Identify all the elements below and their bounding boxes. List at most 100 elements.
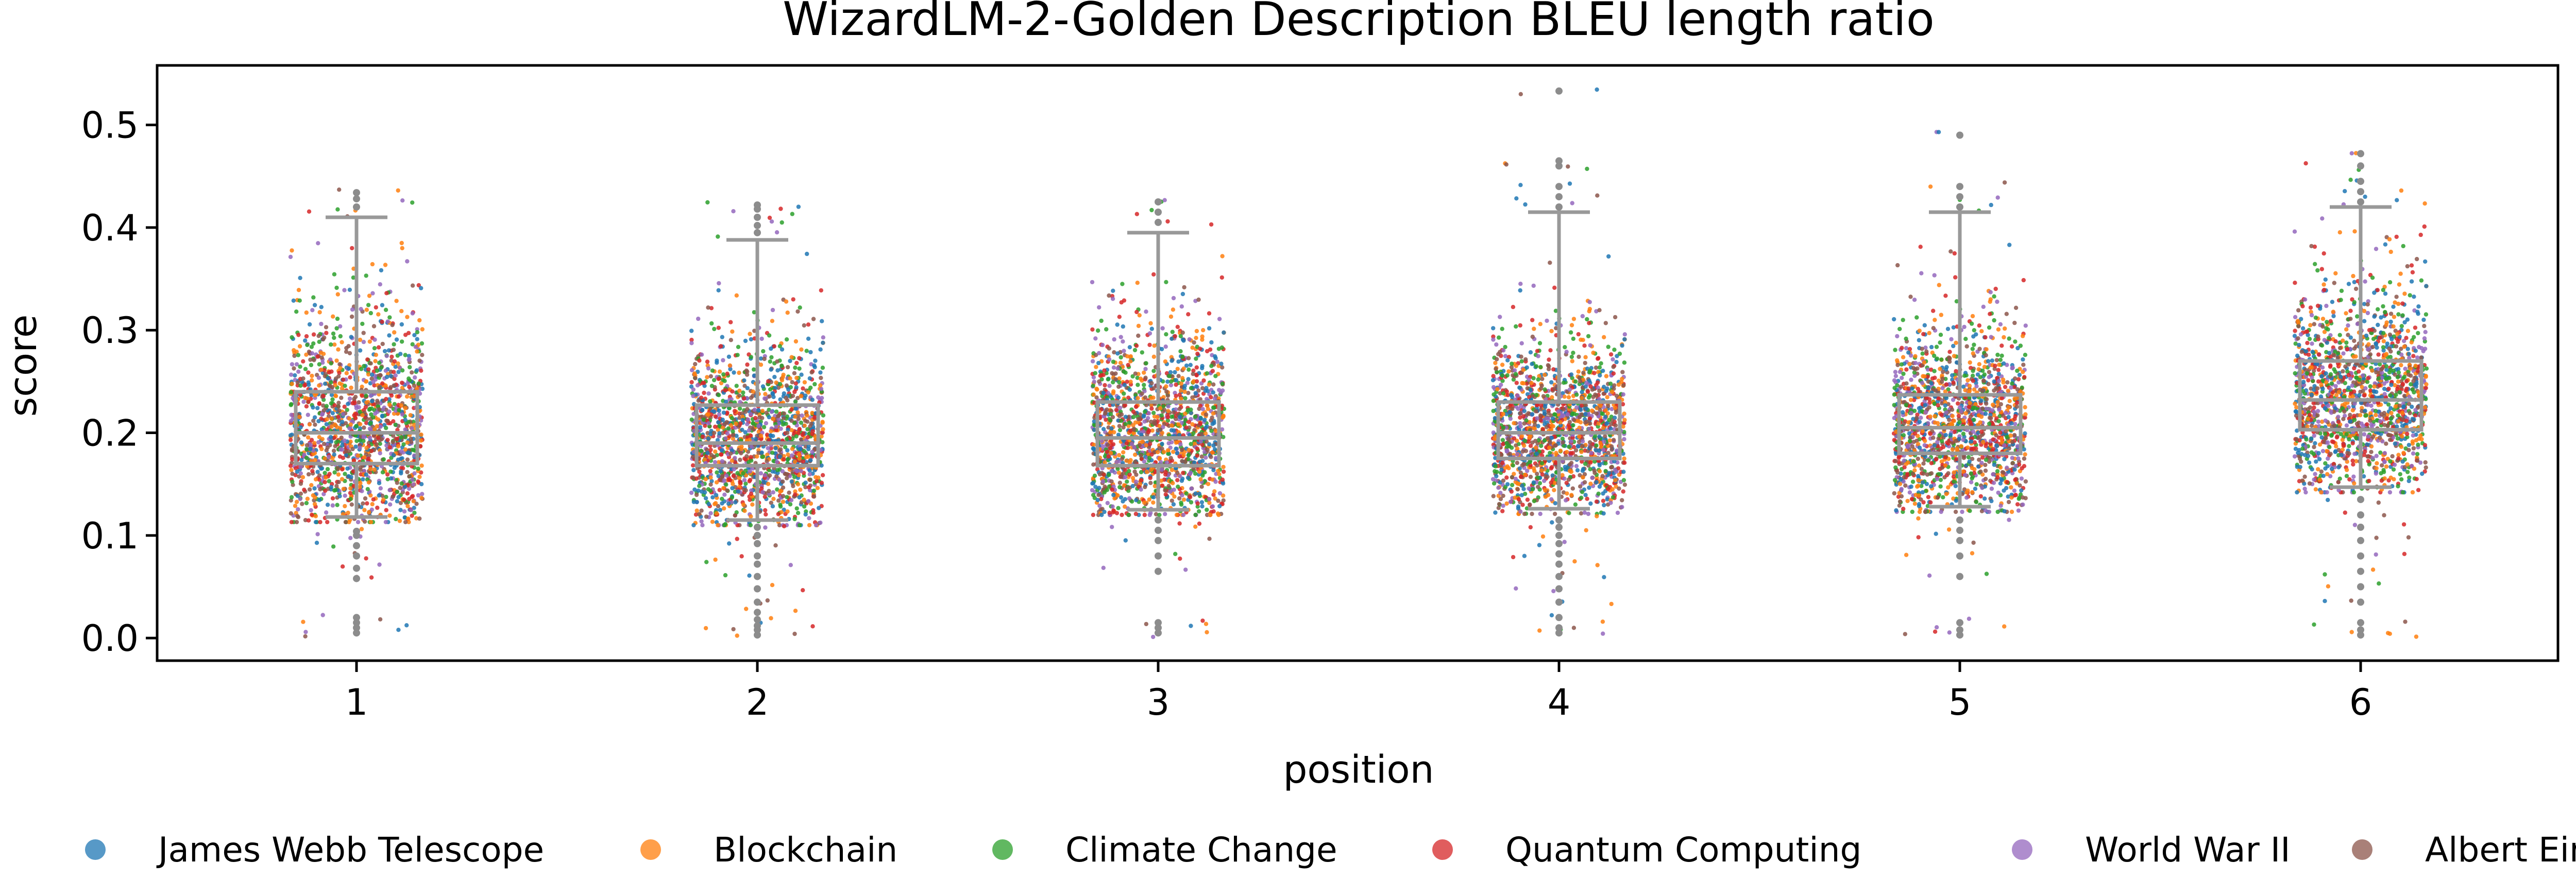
scatter-point [378, 441, 382, 446]
scatter-point [1176, 374, 1181, 378]
scatter-point [329, 424, 334, 429]
scatter-point [805, 427, 810, 432]
scatter-point [336, 415, 341, 419]
scatter-point [316, 419, 321, 424]
scatter-point [311, 493, 315, 498]
scatter-point [788, 563, 793, 567]
scatter-point [814, 523, 819, 528]
scatter-point [703, 496, 708, 501]
scatter-point [350, 307, 355, 312]
scatter-point [1216, 498, 1221, 503]
scatter-point [712, 430, 717, 435]
scatter-point [344, 349, 349, 354]
scatter-point [1166, 448, 1171, 453]
scatter-point [781, 485, 786, 490]
scatter-point [289, 511, 293, 516]
scatter-point [329, 361, 333, 366]
scatter-point [1204, 412, 1209, 417]
scatter-point [1162, 407, 1167, 412]
scatter-point [1504, 501, 1509, 506]
scatter-point [819, 480, 824, 485]
scatter-point [1219, 361, 1224, 366]
scatter-point [1538, 511, 1543, 516]
scatter-point [334, 326, 339, 331]
scatter-point [716, 234, 720, 239]
scatter-point [399, 381, 404, 385]
scatter-point [347, 426, 352, 430]
scatter-point [1136, 417, 1141, 422]
scatter-point [779, 347, 785, 352]
scatter-point [288, 254, 293, 260]
scatter-point [723, 388, 727, 393]
scatter-point [354, 406, 359, 410]
scatter-point [741, 396, 747, 401]
scatter-point [1193, 524, 1198, 529]
scatter-point [325, 503, 330, 507]
scatter-point [1198, 416, 1203, 421]
scatter-point [1157, 446, 1162, 451]
scatter-point [297, 298, 302, 303]
scatter-point [411, 447, 416, 452]
scatter-point [718, 469, 723, 474]
scatter-point [735, 633, 739, 638]
scatter-point [795, 309, 800, 314]
scatter-point [408, 365, 412, 370]
scatter-point [1206, 481, 1211, 487]
scatter-point [1114, 408, 1118, 412]
scatter-point [419, 341, 425, 346]
scatter-point [289, 412, 294, 417]
scatter-point [1186, 312, 1191, 317]
scatter-point [1186, 356, 1191, 360]
scatter-point [1209, 364, 1214, 368]
scatter-point [395, 499, 400, 504]
scatter-point [690, 463, 696, 468]
scatter-point [782, 457, 786, 462]
scatter-point [1172, 428, 1176, 433]
scatter-point [1620, 505, 1624, 509]
scatter-point [771, 417, 775, 421]
scatter-point [767, 415, 772, 420]
scatter-point [340, 443, 345, 448]
scatter-point [327, 479, 331, 484]
scatter-point [1213, 479, 1218, 484]
scatter-point [799, 347, 804, 352]
scatter-point [391, 440, 395, 444]
scatter-point [1097, 351, 1101, 355]
scatter-point [705, 375, 709, 379]
scatter-point [291, 298, 296, 303]
scatter-point [349, 314, 354, 319]
scatter-point [1537, 341, 1543, 346]
scatter-point [363, 405, 368, 409]
scatter-point [289, 403, 293, 407]
scatter-point [735, 471, 740, 475]
scatter-point [343, 493, 347, 498]
scatter-point [724, 482, 728, 487]
scatter-point [1170, 336, 1174, 341]
scatter-point [372, 337, 377, 342]
scatter-point [413, 375, 417, 380]
scatter-point [731, 627, 736, 632]
scatter-point [1179, 501, 1183, 505]
scatter-point [1148, 419, 1154, 424]
scatter-point [752, 329, 757, 333]
scatter-point [716, 393, 721, 398]
scatter-point [1121, 450, 1126, 455]
scatter-point [406, 516, 411, 521]
scatter-point [708, 475, 713, 480]
scatter-point [1096, 328, 1100, 333]
scatter-point [1107, 357, 1112, 362]
scatter-point [297, 344, 302, 349]
scatter-point [1158, 406, 1163, 410]
scatter-point [1185, 408, 1191, 412]
scatter-point [716, 474, 721, 478]
scatter-point [387, 409, 392, 414]
scatter-point [792, 475, 797, 479]
scatter-point [694, 499, 699, 505]
scatter-point [723, 400, 728, 404]
scatter-point [784, 395, 788, 400]
scatter-point [760, 408, 765, 413]
scatter-point [1191, 372, 1195, 376]
scatter-point [792, 371, 797, 375]
scatter-point [696, 316, 701, 321]
scatter-point [1201, 328, 1206, 333]
